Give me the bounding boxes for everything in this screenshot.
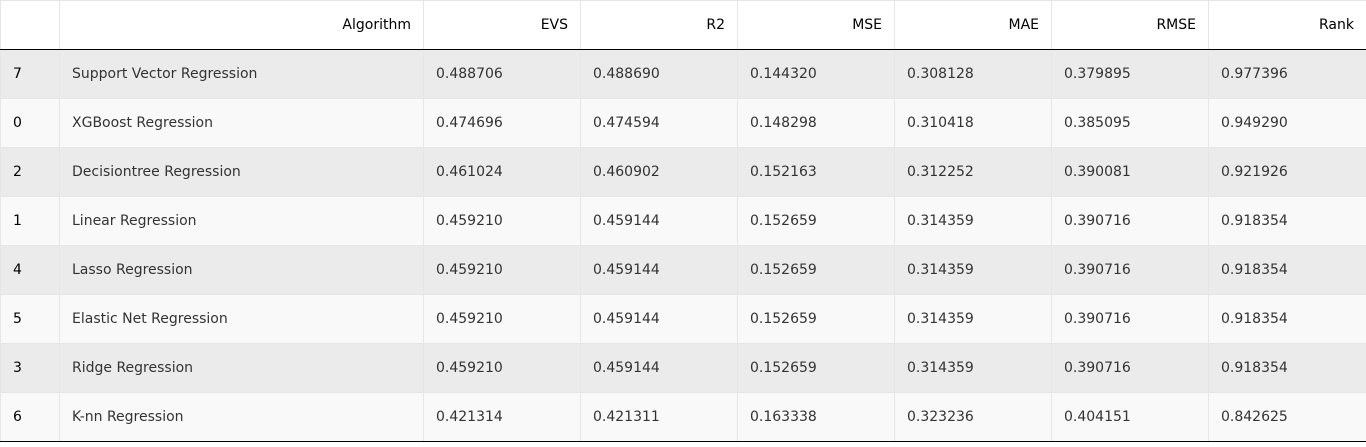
mse-cell: 0.152659 — [737, 196, 895, 246]
rmse-cell: 0.379895 — [1051, 49, 1209, 99]
mse-cell: 0.152659 — [737, 294, 895, 344]
mse-cell: 0.148298 — [737, 98, 895, 148]
r2-cell: 0.421311 — [580, 392, 738, 442]
rmse-cell: 0.390716 — [1051, 245, 1209, 295]
mae-cell: 0.314359 — [894, 294, 1052, 344]
mse-cell: 0.144320 — [737, 49, 895, 99]
header-rank: Rank — [1208, 0, 1366, 50]
r2-cell: 0.459144 — [580, 343, 738, 393]
algorithm-cell: Lasso Regression — [59, 245, 424, 295]
row-index: 1 — [0, 196, 60, 246]
rank-cell: 0.921926 — [1208, 147, 1366, 197]
mae-cell: 0.308128 — [894, 49, 1052, 99]
row-index: 0 — [0, 98, 60, 148]
row-index: 4 — [0, 245, 60, 295]
table-row: 3 Ridge Regression 0.459210 0.459144 0.1… — [0, 343, 1366, 393]
rank-cell: 0.918354 — [1208, 245, 1366, 295]
header-r2: R2 — [580, 0, 738, 50]
evs-cell: 0.459210 — [423, 343, 581, 393]
algorithm-cell: K-nn Regression — [59, 392, 424, 442]
rank-cell: 0.842625 — [1208, 392, 1366, 442]
table-row: 5 Elastic Net Regression 0.459210 0.4591… — [0, 294, 1366, 344]
evs-cell: 0.488706 — [423, 49, 581, 99]
header-evs: EVS — [423, 0, 581, 50]
r2-cell: 0.460902 — [580, 147, 738, 197]
header-rmse: RMSE — [1051, 0, 1209, 50]
rank-cell: 0.918354 — [1208, 294, 1366, 344]
algorithm-cell: Elastic Net Regression — [59, 294, 424, 344]
table-row: 6 K-nn Regression 0.421314 0.421311 0.16… — [0, 392, 1366, 442]
rank-cell: 0.977396 — [1208, 49, 1366, 99]
rmse-cell: 0.390081 — [1051, 147, 1209, 197]
algorithm-cell: Support Vector Regression — [59, 49, 424, 99]
algorithm-cell: Decisiontree Regression — [59, 147, 424, 197]
algorithm-cell: XGBoost Regression — [59, 98, 424, 148]
algorithm-cell: Ridge Regression — [59, 343, 424, 393]
mae-cell: 0.312252 — [894, 147, 1052, 197]
mse-cell: 0.163338 — [737, 392, 895, 442]
mae-cell: 0.310418 — [894, 98, 1052, 148]
row-index: 5 — [0, 294, 60, 344]
mae-cell: 0.323236 — [894, 392, 1052, 442]
table-row: 4 Lasso Regression 0.459210 0.459144 0.1… — [0, 245, 1366, 295]
evs-cell: 0.421314 — [423, 392, 581, 442]
row-index: 3 — [0, 343, 60, 393]
table-row: 1 Linear Regression 0.459210 0.459144 0.… — [0, 196, 1366, 246]
r2-cell: 0.459144 — [580, 294, 738, 344]
evs-cell: 0.461024 — [423, 147, 581, 197]
rmse-cell: 0.404151 — [1051, 392, 1209, 442]
r2-cell: 0.459144 — [580, 196, 738, 246]
evs-cell: 0.459210 — [423, 294, 581, 344]
table-row: 7 Support Vector Regression 0.488706 0.4… — [0, 49, 1366, 99]
mae-cell: 0.314359 — [894, 196, 1052, 246]
rank-cell: 0.918354 — [1208, 196, 1366, 246]
table-header-row: Algorithm EVS R2 MSE MAE RMSE Rank — [0, 0, 1366, 50]
rmse-cell: 0.385095 — [1051, 98, 1209, 148]
mse-cell: 0.152659 — [737, 245, 895, 295]
table-row: 0 XGBoost Regression 0.474696 0.474594 0… — [0, 98, 1366, 148]
r2-cell: 0.474594 — [580, 98, 738, 148]
rmse-cell: 0.390716 — [1051, 294, 1209, 344]
row-index: 7 — [0, 49, 60, 99]
rank-cell: 0.918354 — [1208, 343, 1366, 393]
mse-cell: 0.152163 — [737, 147, 895, 197]
header-index — [0, 0, 60, 50]
rmse-cell: 0.390716 — [1051, 343, 1209, 393]
r2-cell: 0.459144 — [580, 245, 738, 295]
header-algorithm: Algorithm — [59, 0, 424, 50]
rank-cell: 0.949290 — [1208, 98, 1366, 148]
row-index: 2 — [0, 147, 60, 197]
table-row: 2 Decisiontree Regression 0.461024 0.460… — [0, 147, 1366, 197]
mse-cell: 0.152659 — [737, 343, 895, 393]
algorithm-cell: Linear Regression — [59, 196, 424, 246]
evs-cell: 0.459210 — [423, 196, 581, 246]
evs-cell: 0.474696 — [423, 98, 581, 148]
header-mae: MAE — [894, 0, 1052, 50]
mae-cell: 0.314359 — [894, 343, 1052, 393]
r2-cell: 0.488690 — [580, 49, 738, 99]
row-index: 6 — [0, 392, 60, 442]
mae-cell: 0.314359 — [894, 245, 1052, 295]
rmse-cell: 0.390716 — [1051, 196, 1209, 246]
header-mse: MSE — [737, 0, 895, 50]
evs-cell: 0.459210 — [423, 245, 581, 295]
